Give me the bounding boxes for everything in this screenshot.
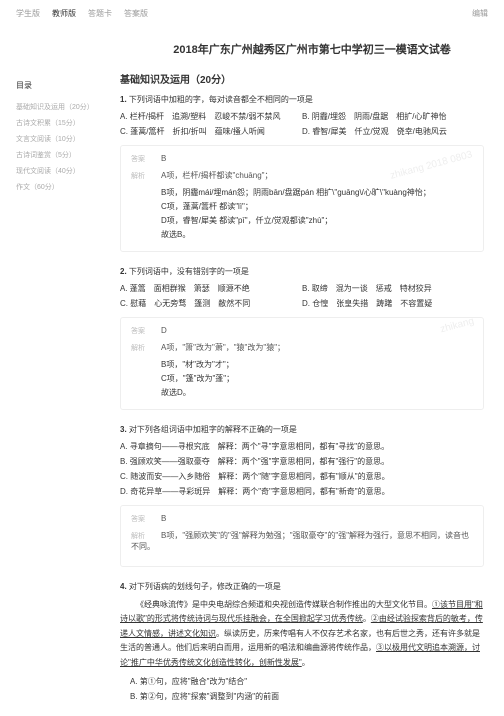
q2-exp-2: C项，"篷"改为"蓬"； [131, 373, 473, 384]
tab-student[interactable]: 学生版 [16, 8, 40, 19]
q2-stem: 下列词语中，没有错别字的一项是 [129, 267, 249, 276]
question-4: 4. 对下列语病的划线句子，修改正确的一项是 《经典咏流传》是中央电胡综合频道和… [120, 581, 484, 702]
q2-exp-0: A项，"箫"改为"萧"，"猿"改为"猿"； [161, 343, 285, 352]
q3-stem: 对下列各组词语中加粗字的解释不正确的一项是 [129, 425, 297, 434]
top-tabs: 学生版 教师版 答题卡 答案版 [16, 8, 148, 19]
answer-label: 答案 [131, 514, 153, 524]
question-2: 2. 下列词语中，没有错别字的一项是 A. 蓬篙 面相群猴 箫瑟 顺源不绝 B.… [120, 266, 484, 410]
q1-answer: B [161, 154, 166, 163]
q2-opt-a[interactable]: A. 蓬篙 面相群猴 箫瑟 顺源不绝 [120, 281, 302, 296]
q4-stem: 对下列语病的划线句子，修改正确的一项是 [129, 582, 281, 591]
tab-teacher[interactable]: 教师版 [52, 8, 76, 19]
section-title: 基础知识及运用（20分） [120, 71, 484, 86]
question-3: 3. 对下列各组词语中加粗字的解释不正确的一项是 A. 寻章摘句——寻根究底 解… [120, 424, 484, 567]
q3-exp-0: B项，"强顾欢笑"的"强"解释为勉强；"强取豪夺"的"强"解释为强行，意思不相同… [131, 531, 469, 551]
q2-answer: D [161, 326, 167, 335]
q2-opt-d[interactable]: D. 仓惶 张皇失措 踌躇 不容置疑 [302, 296, 484, 311]
q3-answer: B [161, 514, 166, 523]
q3-answer-box: 答案 B 解析B项，"强顾欢笑"的"强"解释为勉强；"强取豪夺"的"强"解释为强行… [120, 505, 484, 567]
q1-opt-c[interactable]: C. 蓬蒿/篙杆 折扣/折叫 蕴味/搔人听闻 [120, 124, 302, 139]
explain-label: 解析 [131, 343, 153, 353]
q4-sub-b[interactable]: B. 第②句，应将"探索"调整到"内涵"的前面 [120, 691, 484, 702]
q1-opt-a[interactable]: A. 栏杆/揭杆 追溯/塑料 忍峻不禁/弱不禁风 [120, 109, 302, 124]
q1-exp-0: A项，栏杆/揭杆都读"chuāng"； [161, 171, 272, 180]
q3-opt-a[interactable]: A. 寻章摘句——寻根究底 解释：两个"寻"字意思相同，都有"寻找"的意思。 [120, 439, 484, 454]
q2-opt-c[interactable]: C. 慰藉 心无旁骛 篷测 敝然不同 [120, 296, 302, 311]
q2-opt-b[interactable]: B. 取缔 混为一谈 惩戒 特材狡异 [302, 281, 484, 296]
sidebar-title: 目录 [16, 80, 106, 91]
q2-exp-3: 故选D。 [131, 387, 473, 398]
q3-opt-b[interactable]: B. 强顾欢笑——强取豪夺 解释：两个"强"字意思相同，都有"强行"的意思。 [120, 454, 484, 469]
q4-sub-a[interactable]: A. 第①句，应将"融合"改为"结合" [120, 676, 484, 687]
answer-label: 答案 [131, 154, 153, 164]
q1-stem: 下列词语中加粗的字，每对读音都全不相同的一项是 [129, 95, 313, 104]
sidebar-item[interactable]: 作文（60分） [16, 179, 106, 195]
q3-num: 3. [120, 425, 127, 434]
q1-exp-1: B项，阴霾mái/埋mán怨；阴雨bān/盘踞pán 相扩\"guāng\/心旷… [131, 187, 473, 198]
q1-opt-b[interactable]: B. 阴霾/埋怨 阴雨/盘踞 相扩/心旷神怡 [302, 109, 484, 124]
question-1: 1. 下列词语中加粗的字，每对读音都全不相同的一项是 A. 栏杆/揭杆 追溯/塑… [120, 94, 484, 252]
page-title: 2018年广东广州越秀区广州市第七中学初三一模语文试卷 [0, 41, 504, 57]
q2-answer-box: 答案 D 解析 A项，"箫"改为"萧"，"猿"改为"猿"； B项，"材"改为"才"；… [120, 317, 484, 410]
sidebar-item[interactable]: 古诗文积累（15分） [16, 115, 106, 131]
q1-answer-box: 答案 B 解析 A项，栏杆/揭杆都读"chuāng"； B项，阴霾mái/埋mán怨… [120, 145, 484, 252]
sidebar-item[interactable]: 文言文阅读（10分） [16, 131, 106, 147]
tab-answers[interactable]: 答案版 [124, 8, 148, 19]
sidebar: 目录 基础知识及运用（20分） 古诗文积累（15分） 文言文阅读（10分） 古诗… [16, 80, 106, 195]
q1-opt-d[interactable]: D. 睿智/犀美 仟立/觉观 侥幸/电驰风云 [302, 124, 484, 139]
q3-opt-d[interactable]: D. 奇花异草——寻彩斑异 解释：两个"奇"字意思相同，都有"新奇"的意思。 [120, 484, 484, 499]
edit-button[interactable]: 编辑 [472, 8, 488, 19]
q2-exp-1: B项，"材"改为"才"； [131, 359, 473, 370]
explain-label: 解析 [131, 171, 153, 181]
q3-opt-c[interactable]: C. 随波而安——入乡随俗 解释：两个"随"字意思相同，都有"顺从"的意思。 [120, 469, 484, 484]
q1-exp-2: C项，蓬蒿/篙杆 都读"lì"； [131, 201, 473, 212]
q1-num: 1. [120, 95, 127, 104]
tab-answersheet[interactable]: 答题卡 [88, 8, 112, 19]
q2-num: 2. [120, 267, 127, 276]
q1-exp-4: 故选B。 [131, 229, 473, 240]
sidebar-item[interactable]: 现代文阅读（40分） [16, 163, 106, 179]
q1-exp-3: D项，睿智/犀美 都读"pī"，仟立/觉观都读"zhù"； [131, 215, 473, 226]
sidebar-item[interactable]: 基础知识及运用（20分） [16, 99, 106, 115]
q4-num: 4. [120, 582, 127, 591]
sidebar-item[interactable]: 古诗词鉴赏（5分） [16, 147, 106, 163]
q4-paragraph: 《经典咏流传》是中央电胡综合频道和央视创造传媒联合制作推出的大型文化节目。①该节… [120, 598, 484, 670]
explain-label: 解析 [131, 531, 153, 541]
answer-label: 答案 [131, 326, 153, 336]
